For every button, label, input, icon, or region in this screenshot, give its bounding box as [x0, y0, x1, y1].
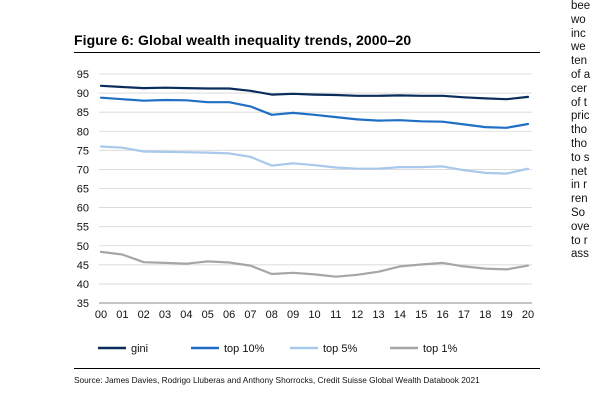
source-rule: [74, 368, 540, 369]
series-line-top-10: [99, 96, 530, 129]
side-text-line: So: [571, 206, 586, 219]
x-tick-label: 02: [138, 309, 150, 321]
gridlines: [99, 73, 532, 304]
x-tick-label: 19: [501, 309, 513, 321]
x-tick-label: 09: [287, 309, 299, 321]
y-tick-label: 65: [77, 184, 89, 196]
y-tick-label: 50: [77, 241, 89, 253]
x-tick-label: 06: [223, 309, 235, 321]
side-text-line: we: [571, 41, 586, 54]
side-text-line: to s: [571, 151, 590, 164]
x-tick-label: 20: [522, 309, 534, 321]
x-tick-label: 00: [95, 309, 107, 321]
y-tick-label: 60: [77, 203, 89, 215]
x-tick-label: 04: [180, 309, 192, 321]
x-axis-tick-labels: 00 01 02 03 04 05 06 07 08 09 10 11 12 13 14 15 16 17 18 19…: [95, 309, 534, 321]
y-tick-label: 70: [77, 164, 89, 176]
x-tick-label: 12: [351, 309, 363, 321]
x-tick-label: 18: [479, 309, 491, 321]
x-tick-label: 14: [394, 309, 406, 321]
x-tick-label: 11: [330, 309, 341, 321]
side-text-line: cer: [571, 82, 587, 95]
x-tick-label: 17: [458, 309, 470, 321]
legend: gini top 10% top 5% top 1%: [98, 343, 457, 355]
y-tick-label: 75: [77, 145, 89, 157]
series-line-top-5: [99, 145, 530, 175]
side-text-column: bee wo inc we ten of a cer of t pric tho tho to s ne…: [571, 0, 590, 401]
side-text-line: bee: [571, 0, 590, 12]
side-text-line: ove: [571, 220, 590, 233]
y-tick-label: 80: [77, 126, 89, 138]
x-tick-label: 05: [202, 309, 214, 321]
y-tick-label: 45: [77, 260, 89, 272]
y-tick-label: 90: [77, 88, 89, 100]
side-text-line: inc: [571, 27, 586, 40]
side-text-line: wo: [571, 13, 586, 26]
series-lines: [99, 84, 530, 278]
side-text-line: ass: [571, 248, 589, 261]
figure-title: Figure 6: Global wealth inequality trend…: [74, 32, 412, 48]
y-tick-label: 55: [77, 222, 89, 234]
series-line-gini: [99, 84, 530, 101]
y-tick-label: 95: [77, 69, 89, 81]
x-tick-label: 13: [372, 309, 384, 321]
source-note: Source: James Davies, Rodrigo Lluberas a…: [74, 375, 480, 385]
legend-label: top 1%: [423, 343, 457, 355]
side-text-line: tho: [571, 137, 587, 150]
side-text-line: ren: [571, 193, 588, 206]
x-tick-label: 15: [415, 309, 427, 321]
side-text-line: net: [571, 165, 587, 178]
title-rule: [74, 52, 540, 53]
x-tick-label: 10: [308, 309, 320, 321]
side-text-line: of a: [571, 68, 590, 81]
side-text-line: pric: [571, 110, 590, 123]
x-tick-label: 01: [116, 309, 128, 321]
series-line-top-1: [99, 250, 530, 278]
side-text-line: tho: [571, 124, 587, 137]
legend-label: top 10%: [224, 343, 265, 355]
x-tick-label: 03: [159, 309, 171, 321]
y-axis-tick-labels: 35 40 45 50 55 60 65 70 75 80 85 90 95: [77, 69, 89, 310]
y-tick-label: 35: [77, 298, 89, 310]
y-tick-label: 40: [77, 279, 89, 291]
side-text-line: ten: [571, 55, 587, 68]
x-tick-label: 08: [266, 309, 278, 321]
x-tick-label: 16: [436, 309, 448, 321]
side-text-line: in r: [571, 179, 587, 192]
legend-label: top 5%: [323, 343, 357, 355]
y-tick-label: 85: [77, 107, 89, 119]
side-text-line: to r: [571, 234, 588, 247]
side-text-line: of t: [571, 96, 587, 109]
legend-label: gini: [131, 343, 148, 355]
x-tick-label: 07: [244, 309, 256, 321]
